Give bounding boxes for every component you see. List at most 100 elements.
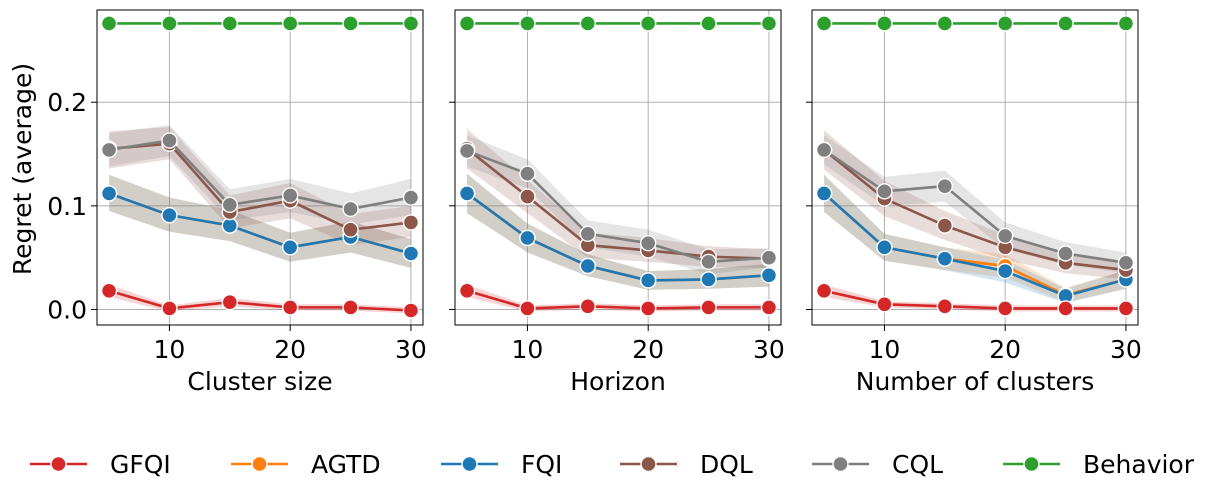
point-cql xyxy=(1117,254,1135,272)
legend: GFQI AGTD FQI DQL CQL Behavior xyxy=(30,450,1195,479)
line-dql xyxy=(108,142,412,232)
axes-frame xyxy=(811,9,1139,326)
x-axis-label: Cluster size xyxy=(187,367,332,396)
point-cql xyxy=(221,196,239,214)
legend-label: DQL xyxy=(700,450,753,479)
legend-label: CQL xyxy=(892,450,943,479)
line-fqi xyxy=(108,192,412,255)
point-behavior xyxy=(161,15,178,32)
point-behavior xyxy=(519,15,536,32)
point-behavior xyxy=(579,15,597,32)
legend-label: FQI xyxy=(521,450,562,479)
point-fqi xyxy=(700,271,717,288)
point-dql xyxy=(936,217,954,234)
point-fqi xyxy=(281,239,299,256)
point-gfqi xyxy=(639,300,657,317)
y-tick-label: 0.1 xyxy=(47,192,87,221)
line-gfqi xyxy=(108,289,411,312)
x-tick-label: 30 xyxy=(1110,335,1142,364)
point-fqi xyxy=(579,257,597,275)
line-dql xyxy=(823,148,1127,272)
point-cql xyxy=(100,141,118,159)
point-cql xyxy=(815,141,833,159)
point-behavior xyxy=(458,15,476,32)
panel-2: 10 20 30 Horizon xyxy=(449,9,785,396)
point-behavior xyxy=(402,15,420,32)
legend-item-cql: CQL xyxy=(812,450,943,479)
point-fqi xyxy=(760,267,778,284)
point-behavior xyxy=(936,15,954,32)
legend-item-agtd: AGTD xyxy=(231,450,381,479)
point-gfqi xyxy=(281,299,299,316)
point-behavior xyxy=(876,15,893,32)
point-behavior xyxy=(281,15,299,32)
point-fqi xyxy=(519,229,536,247)
band-gfqi xyxy=(467,284,769,312)
point-fqi xyxy=(876,239,893,256)
point-cql xyxy=(639,234,657,252)
point-fqi xyxy=(639,272,657,289)
point-cql xyxy=(996,227,1014,245)
point-cql xyxy=(760,249,778,266)
point-dql xyxy=(342,221,359,238)
point-fqi xyxy=(996,262,1014,280)
x-tick-label: 10 xyxy=(512,335,544,364)
point-gfqi xyxy=(519,300,536,317)
point-gfqi xyxy=(815,282,833,300)
point-fqi xyxy=(458,185,476,202)
band-agtd xyxy=(824,174,1126,303)
point-cql xyxy=(519,165,536,182)
x-tick-label: 10 xyxy=(154,335,186,364)
point-cql xyxy=(700,253,717,270)
point-behavior xyxy=(760,15,778,32)
point-fqi xyxy=(161,206,178,224)
band-fqi xyxy=(109,174,411,269)
band-fqi xyxy=(824,174,1126,304)
point-behavior xyxy=(100,15,118,32)
band-agtd xyxy=(109,174,411,269)
point-cql xyxy=(281,187,299,204)
point-gfqi xyxy=(700,299,717,316)
point-gfqi xyxy=(936,298,954,315)
line-dql xyxy=(466,147,769,260)
legend-marker xyxy=(251,455,268,473)
point-gfqi xyxy=(876,296,893,313)
y-tick-label: 0.2 xyxy=(47,88,87,117)
legend-marker xyxy=(1023,455,1040,473)
point-behavior xyxy=(1117,15,1135,32)
point-gfqi xyxy=(996,300,1014,317)
x-tick-label: 20 xyxy=(989,335,1021,364)
point-behavior xyxy=(815,15,833,32)
point-fqi xyxy=(815,185,833,202)
point-fqi xyxy=(402,245,420,262)
legend-marker xyxy=(832,455,849,473)
legend-item-behavior: Behavior xyxy=(1003,450,1195,479)
point-cql xyxy=(342,200,359,218)
band-cql xyxy=(109,125,411,225)
x-tick-label: 20 xyxy=(632,335,664,364)
x-tick-label: 30 xyxy=(753,335,785,364)
point-fqi xyxy=(936,250,954,267)
point-cql xyxy=(161,132,178,149)
axes-frame xyxy=(96,9,424,326)
legend-item-dql: DQL xyxy=(620,450,753,479)
point-gfqi xyxy=(221,294,239,311)
point-behavior xyxy=(342,15,359,32)
point-gfqi xyxy=(161,300,178,317)
axes-frame xyxy=(454,9,782,326)
point-gfqi xyxy=(579,298,597,315)
x-tick-label: 10 xyxy=(869,335,901,364)
point-cql xyxy=(936,177,954,195)
point-gfqi xyxy=(1057,300,1074,317)
point-behavior xyxy=(639,15,657,32)
legend-marker xyxy=(461,455,478,473)
line-fqi xyxy=(466,192,770,282)
point-gfqi xyxy=(760,299,778,316)
point-gfqi xyxy=(402,302,420,319)
point-gfqi xyxy=(458,282,476,300)
point-cql xyxy=(402,189,420,206)
y-tick-label: 0.0 xyxy=(47,295,87,324)
point-behavior xyxy=(996,15,1014,32)
x-tick-label: 30 xyxy=(395,335,427,364)
